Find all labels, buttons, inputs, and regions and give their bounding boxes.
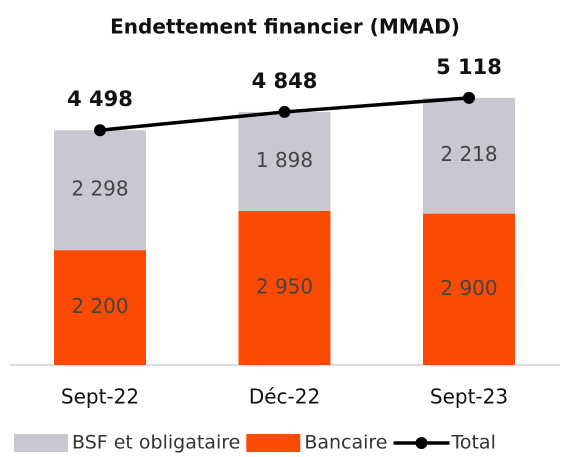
bar-segment (423, 97, 515, 214)
bar-segment (238, 111, 331, 212)
legend-dot (415, 437, 428, 449)
total-point (463, 91, 475, 104)
segment-label: 2 200 (71, 294, 128, 318)
bar-segment (238, 211, 331, 365)
legend-swatch (246, 434, 301, 452)
legend-label: Bancaire (304, 432, 387, 454)
bar-segment (54, 250, 146, 365)
bar-segment (54, 130, 146, 251)
x-tick-label: Sept-23 (430, 385, 508, 409)
legend-swatch (14, 434, 68, 452)
total-label: 4 498 (67, 87, 133, 111)
legend-label: BSF et obligataire (72, 432, 240, 454)
segment-label: 1 898 (256, 148, 313, 172)
total-label: 4 848 (252, 69, 318, 93)
bar-segment (423, 213, 515, 365)
total-point (94, 124, 106, 137)
legend-label: Total (450, 432, 495, 454)
x-tick-label: Sept-22 (61, 385, 139, 409)
total-label: 5 118 (436, 55, 502, 79)
total-point (278, 105, 291, 118)
x-tick-label: Déc-22 (249, 385, 320, 409)
chart-title: Endettement financier (MMAD) (110, 15, 460, 39)
segment-label: 2 298 (71, 177, 128, 201)
segment-label: 2 950 (256, 275, 313, 299)
segment-label: 2 900 (440, 276, 497, 300)
segment-label: 2 218 (440, 142, 497, 166)
